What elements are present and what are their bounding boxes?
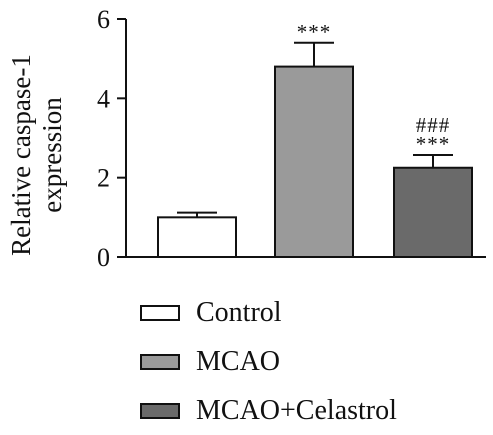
legend-label-mcao-celastrol: MCAO+Celastrol <box>196 394 397 426</box>
bar-0 <box>157 216 237 258</box>
bar-1 <box>274 65 354 258</box>
y-tick-label: 2 <box>97 164 110 193</box>
y-tick-label: 4 <box>97 84 110 113</box>
legend-swatch-mcao-celastrol <box>140 402 180 419</box>
bar-2 <box>393 166 473 258</box>
y-axis-title-line: Relative caspase-1 <box>6 54 36 256</box>
legend-swatch-control <box>140 304 180 321</box>
y-axis-title-line: expression <box>37 97 67 213</box>
significance-label-2: *** <box>416 132 451 156</box>
y-tick-label: 6 <box>97 5 110 34</box>
y-axis-label: Relative caspase-1expression <box>6 54 67 256</box>
legend-item-mcao-celastrol: MCAO+Celastrol <box>140 386 397 435</box>
legend-label-control: Control <box>196 296 282 328</box>
y-tick-label: 0 <box>97 243 110 272</box>
bars: ***###*** <box>157 20 473 258</box>
significance-label-2: ### <box>416 113 451 137</box>
legend-swatch-mcao <box>140 353 180 370</box>
legend-item-control: Control <box>140 288 397 337</box>
y-axis-title: Relative caspase-1expression <box>6 54 67 256</box>
legend-item-mcao: MCAO <box>140 337 397 386</box>
legend-label-mcao: MCAO <box>196 345 281 377</box>
significance-label-1: *** <box>297 20 332 44</box>
legend: Control MCAO MCAO+Celastrol <box>140 288 397 435</box>
